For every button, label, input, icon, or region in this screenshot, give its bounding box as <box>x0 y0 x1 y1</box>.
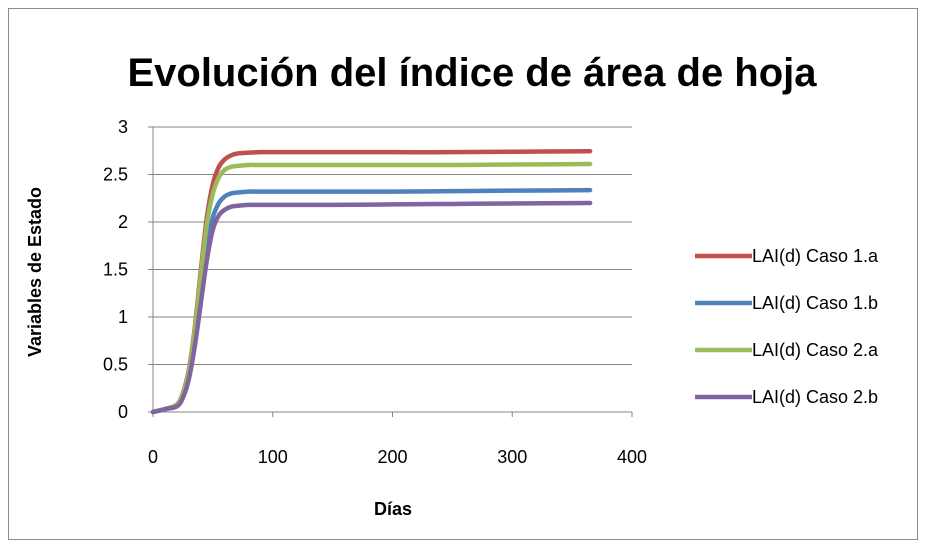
y-tick-label: 0.5 <box>103 355 128 375</box>
x-tick-label: 200 <box>377 447 407 467</box>
legend-label: LAI(d) Caso 1.b <box>752 293 878 313</box>
gridlines <box>148 126 633 417</box>
legend-label: LAI(d) Caso 2.b <box>752 387 878 407</box>
legend-label: LAI(d) Caso 2.a <box>752 340 879 360</box>
y-tick-label: 2.5 <box>103 165 128 185</box>
y-axis-ticks: 0 0.5 1 1.5 2 2.5 3 <box>103 117 128 422</box>
x-tick-label: 300 <box>497 447 527 467</box>
chart-area <box>8 8 918 540</box>
y-tick-label: 1.5 <box>103 260 128 280</box>
x-axis-ticks: 0 100 200 300 400 <box>148 447 647 467</box>
series-line <box>150 187 593 415</box>
x-tick-label: 100 <box>258 447 288 467</box>
series-line <box>150 200 593 415</box>
y-axis-title: Variables de Estado <box>25 187 45 357</box>
y-tick-label: 2 <box>118 212 128 232</box>
x-tick-label: 400 <box>617 447 647 467</box>
x-tick-label: 0 <box>148 447 158 467</box>
y-tick-label: 3 <box>118 117 128 137</box>
legend-label: LAI(d) Caso 1.a <box>752 246 879 266</box>
x-axis-title: Días <box>374 499 412 519</box>
y-tick-label: 1 <box>118 307 128 327</box>
chart-title: Evolución del índice de área de hoja <box>127 51 817 95</box>
series-lines <box>150 148 593 415</box>
y-tick-label: 0 <box>118 402 128 422</box>
legend: LAI(d) Caso 1.a LAI(d) Caso 1.b LAI(d) Cas… <box>695 246 879 407</box>
